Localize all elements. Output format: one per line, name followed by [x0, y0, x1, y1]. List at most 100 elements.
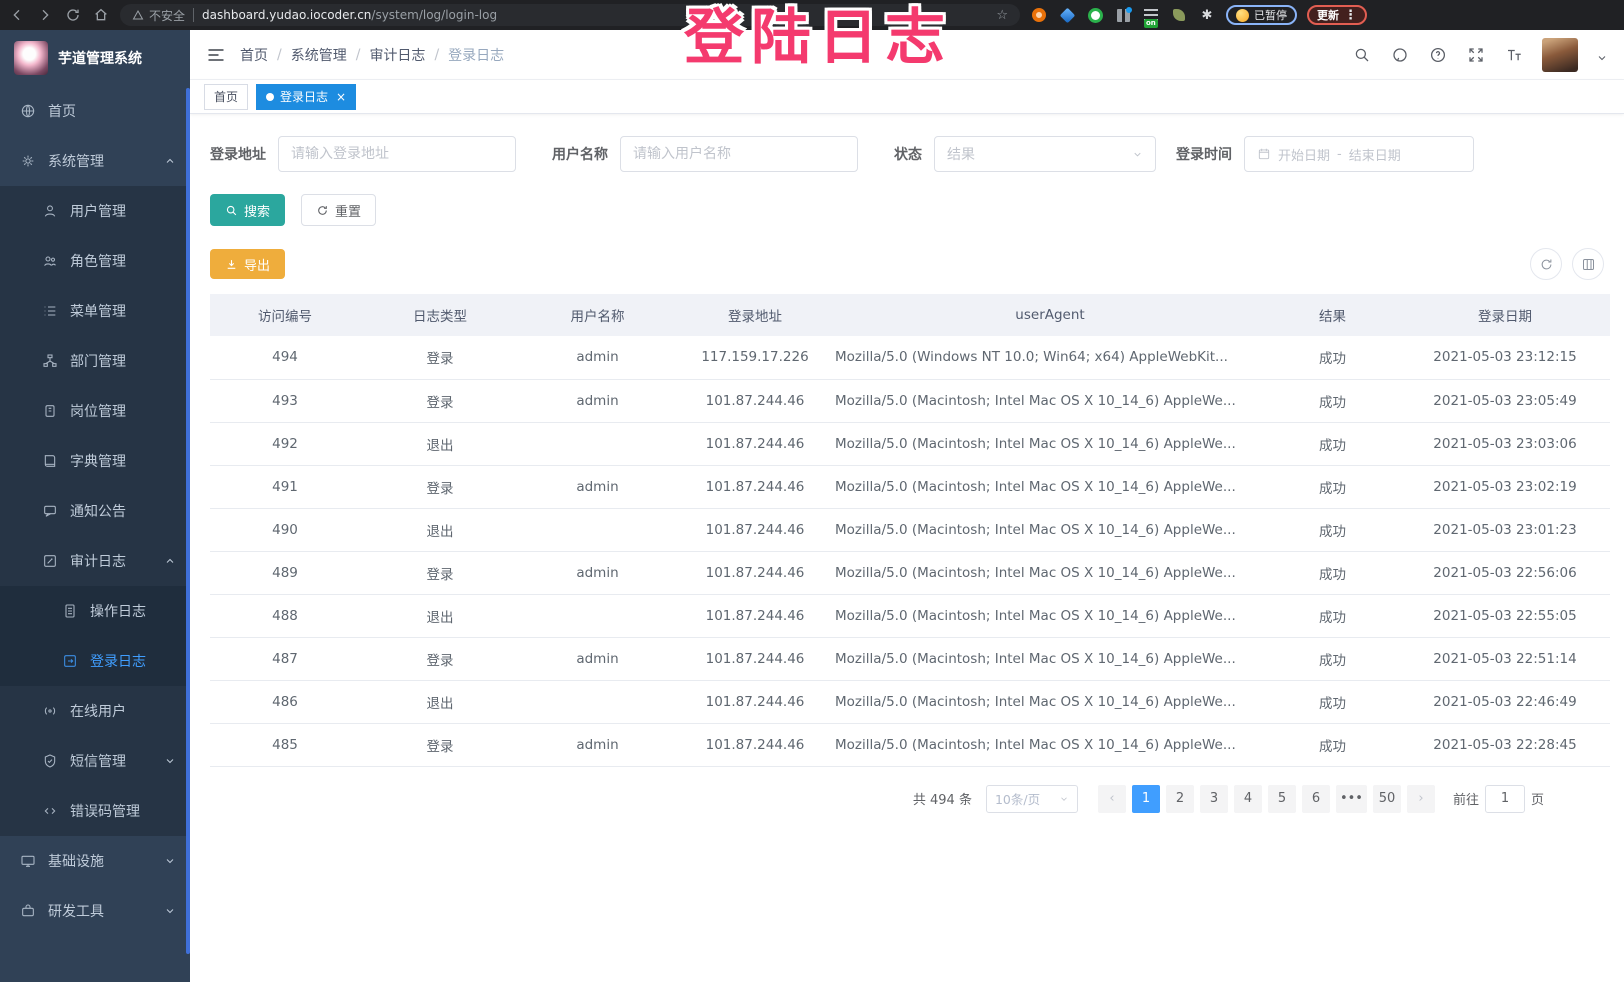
- breadcrumb-item[interactable]: 审计日志: [369, 47, 426, 64]
- sidebar-item-user-mgmt[interactable]: 用户管理: [0, 186, 190, 236]
- page-button-4[interactable]: 4: [1233, 784, 1262, 813]
- emoji-avatar: [1236, 8, 1249, 22]
- update-button[interactable]: 更新 ⋮: [1307, 5, 1367, 25]
- export-button[interactable]: 导出: [210, 249, 286, 279]
- sidebar-item-dept-mgmt[interactable]: 部门管理: [0, 336, 190, 386]
- page-button-3[interactable]: 3: [1199, 784, 1228, 813]
- hamburger-icon[interactable]: [206, 45, 226, 65]
- extension-icon[interactable]: [1030, 6, 1048, 24]
- prev-page-button[interactable]: ‹: [1097, 784, 1126, 813]
- sidebar-item-infra[interactable]: 基础设施: [0, 836, 190, 886]
- url-text: dashboard.yudao.iocoder.cn/system/log/lo…: [202, 8, 497, 22]
- github-icon[interactable]: [1390, 45, 1410, 65]
- cell-date: 2021-05-03 23:02:19: [1400, 465, 1610, 509]
- tag-login-log[interactable]: 登录日志 ×: [256, 83, 357, 110]
- search-icon[interactable]: [1352, 45, 1372, 65]
- extension-icon[interactable]: [1058, 6, 1076, 24]
- address-input[interactable]: [291, 146, 503, 162]
- sidebar-scrollbar[interactable]: [186, 88, 190, 954]
- puzzle-extension-icon[interactable]: ✱: [1201, 7, 1213, 23]
- cell-type: 登录: [360, 723, 520, 767]
- cell-ip: 101.87.244.46: [675, 680, 835, 724]
- breadcrumb-separator: /: [355, 46, 361, 63]
- sidebar-item-notice[interactable]: 通知公告: [0, 486, 190, 536]
- chevron-down-icon: [166, 759, 174, 764]
- sidebar-item-online-users[interactable]: 在线用户: [0, 686, 190, 736]
- browser-back-icon[interactable]: [8, 6, 26, 24]
- kebab-menu-icon[interactable]: ⋮: [1344, 7, 1357, 23]
- sidebar-item-errcode-mgmt[interactable]: 错误码管理: [0, 786, 190, 836]
- bookmark-star-icon[interactable]: ☆: [996, 7, 1008, 23]
- username-input[interactable]: [633, 146, 845, 162]
- status-select[interactable]: 结果: [934, 136, 1156, 172]
- page-button-1[interactable]: 1: [1131, 784, 1160, 813]
- sidebar-item-menu-mgmt[interactable]: 菜单管理: [0, 286, 190, 336]
- cell-ua: Mozilla/5.0 (Macintosh; Intel Mac OS X 1…: [835, 379, 1265, 423]
- date-end-placeholder: 结束日期: [1348, 148, 1401, 164]
- col-header: 用户名称: [520, 294, 675, 336]
- username-label: 用户名称: [552, 147, 608, 163]
- cell-result: 成功: [1265, 637, 1400, 681]
- avatar-caret-icon[interactable]: [1596, 49, 1608, 61]
- cell-user: admin: [520, 723, 675, 767]
- breadcrumb-item[interactable]: 系统管理: [290, 47, 347, 64]
- browser-home-icon[interactable]: [92, 6, 110, 24]
- table-row: 490 退出 101.87.244.46 Mozilla/5.0 (Macintosh…: [210, 508, 1610, 552]
- browser-forward-icon[interactable]: [36, 6, 54, 24]
- sidebar-item-dict-mgmt[interactable]: 字典管理: [0, 436, 190, 486]
- search-button[interactable]: 搜索: [210, 194, 286, 226]
- overlay-annotation: 登陆日志: [684, 3, 952, 73]
- cell-ip: 101.87.244.46: [675, 379, 835, 423]
- help-icon[interactable]: [1428, 45, 1448, 65]
- more-pages-button[interactable]: •••: [1335, 784, 1367, 813]
- chevron-down-icon: [166, 909, 174, 914]
- page-button-50[interactable]: 50: [1372, 784, 1401, 813]
- sidebar-item-system-mgmt[interactable]: 系统管理: [0, 136, 190, 186]
- app-logo-row[interactable]: 芋道管理系统: [0, 30, 190, 86]
- sidebar-item-audit-log[interactable]: 审计日志: [0, 536, 190, 586]
- extension-icon[interactable]: on: [1142, 6, 1160, 28]
- export-button-label: 导出: [244, 258, 271, 274]
- sidebar-item-home[interactable]: 首页: [0, 86, 190, 136]
- app-logo: [14, 41, 48, 75]
- page-button-5[interactable]: 5: [1267, 784, 1296, 813]
- user-avatar[interactable]: [1542, 37, 1578, 72]
- fullscreen-icon[interactable]: [1466, 45, 1486, 65]
- sidebar-item-sms-mgmt[interactable]: 短信管理: [0, 736, 190, 786]
- extension-icon[interactable]: [1170, 6, 1188, 24]
- page-size-select[interactable]: 10条/页: [985, 784, 1078, 813]
- cell-ip: 101.87.244.46: [675, 422, 835, 466]
- cell-id: 487: [210, 637, 360, 681]
- profile-paused-pill[interactable]: 已暂停: [1226, 5, 1297, 25]
- sidebar-item-role-mgmt[interactable]: 角色管理: [0, 236, 190, 286]
- sidebar-item-post-mgmt[interactable]: 岗位管理: [0, 386, 190, 436]
- sidebar-item-operate-log[interactable]: 操作日志: [0, 586, 190, 636]
- sidebar-item-dev-tools[interactable]: 研发工具: [0, 886, 190, 936]
- extension-icon[interactable]: [1114, 6, 1132, 24]
- page-button-6[interactable]: 6: [1301, 784, 1330, 813]
- update-label: 更新: [1317, 9, 1339, 22]
- url-host: dashboard.yudao.iocoder.cn: [202, 8, 372, 22]
- extension-icon[interactable]: [1086, 6, 1104, 24]
- date-range-picker[interactable]: 开始日期 - 结束日期: [1244, 136, 1474, 172]
- font-size-icon[interactable]: [1504, 45, 1524, 65]
- cell-type: 退出: [360, 508, 520, 552]
- address-bar[interactable]: 不安全 dashboard.yudao.iocoder.cn/system/lo…: [120, 4, 1020, 26]
- address-input-wrap: [278, 136, 516, 172]
- browser-reload-icon[interactable]: [64, 6, 82, 24]
- dictionary-icon: [44, 455, 56, 467]
- refresh-table-button[interactable]: [1530, 248, 1562, 280]
- next-page-button[interactable]: ›: [1406, 784, 1435, 813]
- column-settings-button[interactable]: [1572, 248, 1604, 280]
- close-icon[interactable]: ×: [336, 89, 347, 104]
- page-button-2[interactable]: 2: [1165, 784, 1194, 813]
- goto-page-input[interactable]: [1484, 784, 1525, 813]
- sidebar-item-login-log[interactable]: 登录日志: [0, 636, 190, 686]
- cell-ua: Mozilla/5.0 (Macintosh; Intel Mac OS X 1…: [835, 637, 1265, 681]
- security-warning[interactable]: 不安全: [132, 7, 185, 24]
- reset-button[interactable]: 重置: [301, 194, 377, 226]
- page-unit-label: 页: [1530, 793, 1544, 808]
- tag-home[interactable]: 首页: [204, 83, 249, 110]
- sidebar-item-label: 系统管理: [48, 154, 104, 170]
- breadcrumb-item[interactable]: 首页: [240, 47, 268, 64]
